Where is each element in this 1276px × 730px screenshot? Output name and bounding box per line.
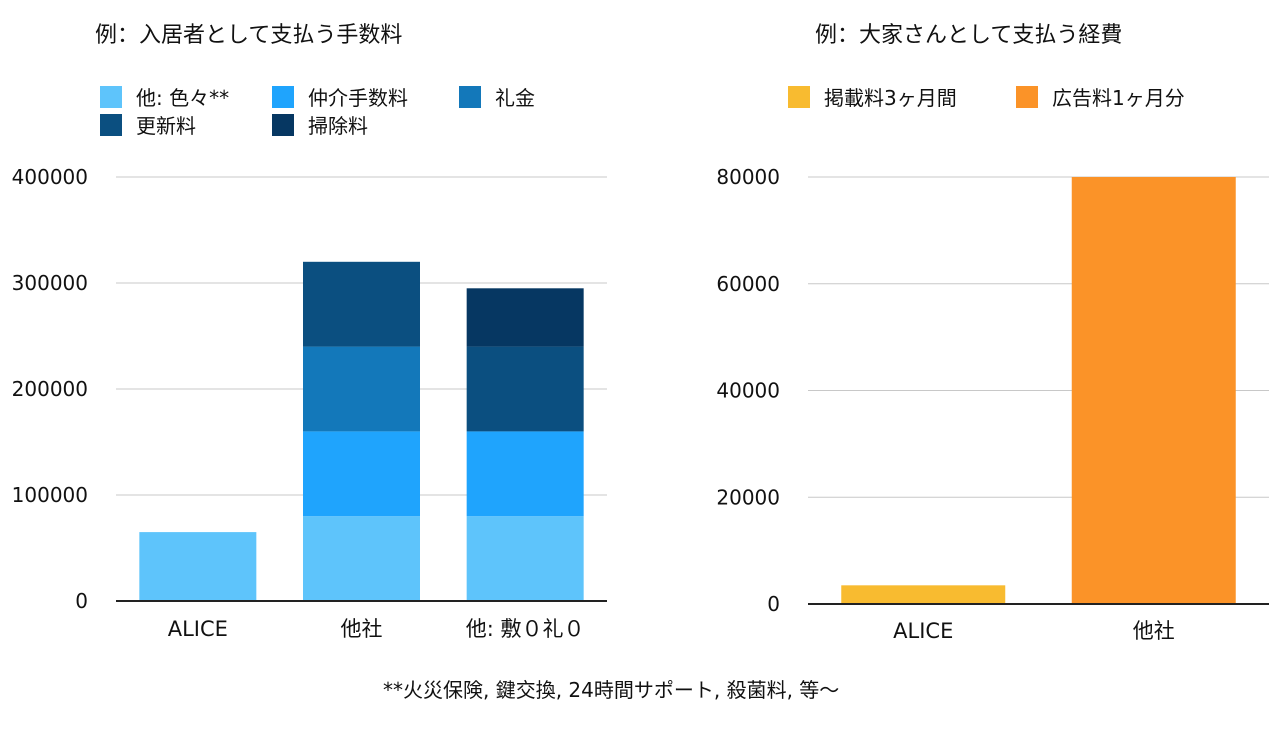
legend-swatch-key-money: [459, 86, 481, 108]
left-bar-3-series-4: [466, 346, 584, 432]
right-bar-2-series-2: [1071, 177, 1236, 604]
right-y-tick-label: 0: [767, 592, 780, 616]
right-y-tick-label: 40000: [716, 379, 780, 403]
legend-label-key-money: 礼金: [495, 86, 535, 110]
legend-swatch-listing-fee: [788, 86, 810, 108]
left-bar-2-series-3: [303, 346, 420, 432]
left-x-category-label: 他社: [341, 617, 383, 641]
legend-swatch-ad-fee: [1016, 86, 1038, 108]
right-y-tick-label: 60000: [716, 272, 780, 296]
legend-swatch-cleaning-fee: [272, 114, 294, 136]
legend-swatch-misc: [100, 86, 122, 108]
left-y-tick-label: 200000: [12, 377, 88, 401]
left-x-category-label: 他: 敷０礼０: [466, 617, 585, 641]
right-y-tick-label: 80000: [716, 165, 780, 189]
legend-label-brokerage-fee: 仲介手数料: [308, 86, 408, 110]
left-bar-2-series-1: [303, 516, 420, 601]
left-bar-3-series-5: [466, 288, 584, 347]
legend-label-ad-fee: 広告料1ヶ月分: [1052, 86, 1185, 110]
legend-label-misc: 他: 色々**: [136, 86, 229, 110]
left-bar-2-series-4: [303, 261, 420, 347]
right-plot-area: 0 20000 40000 60000 80000 ALICE 他社: [716, 165, 1269, 643]
left-legend: 他: 色々** 仲介手数料 礼金 更新料 掃除料: [100, 86, 535, 138]
legend-label-cleaning-fee: 掃除料: [308, 114, 368, 138]
left-y-tick-label: 400000: [12, 165, 88, 189]
left-bar-1-series-1: [139, 532, 257, 601]
right-bar-1-series-1: [841, 585, 1006, 604]
right-chart-title: 例：大家さんとして支払う経費: [815, 23, 1122, 48]
left-bar-2-series-2: [303, 431, 420, 517]
left-y-tick-label: 100000: [12, 483, 88, 507]
left-plot-area: 0 100000 200000 300000 400000 ALICE 他社 他: 敷０礼０: [12, 165, 607, 641]
legend-swatch-renewal-fee: [100, 114, 122, 136]
left-y-tick-label: 300000: [12, 271, 88, 295]
left-bar-3-series-1: [466, 516, 584, 601]
left-x-category-label: ALICE: [168, 617, 228, 641]
legend-label-renewal-fee: 更新料: [136, 114, 196, 138]
left-chart-title: 例：入居者として支払う手数料: [95, 23, 402, 48]
left-y-tick-label: 0: [75, 589, 88, 613]
right-x-category-label: ALICE: [893, 619, 953, 643]
left-bar-3-series-2: [466, 431, 584, 517]
legend-label-listing-fee: 掲載料3ヶ月間: [824, 86, 957, 110]
right-y-tick-label: 20000: [716, 485, 780, 509]
legend-swatch-brokerage-fee: [272, 86, 294, 108]
right-x-category-label: 他社: [1133, 619, 1175, 643]
footnote: **火災保険, 鍵交換, 24時間サポート, 殺菌料, 等〜: [383, 678, 839, 702]
right-legend: 掲載料3ヶ月間 広告料1ヶ月分: [788, 86, 1185, 110]
